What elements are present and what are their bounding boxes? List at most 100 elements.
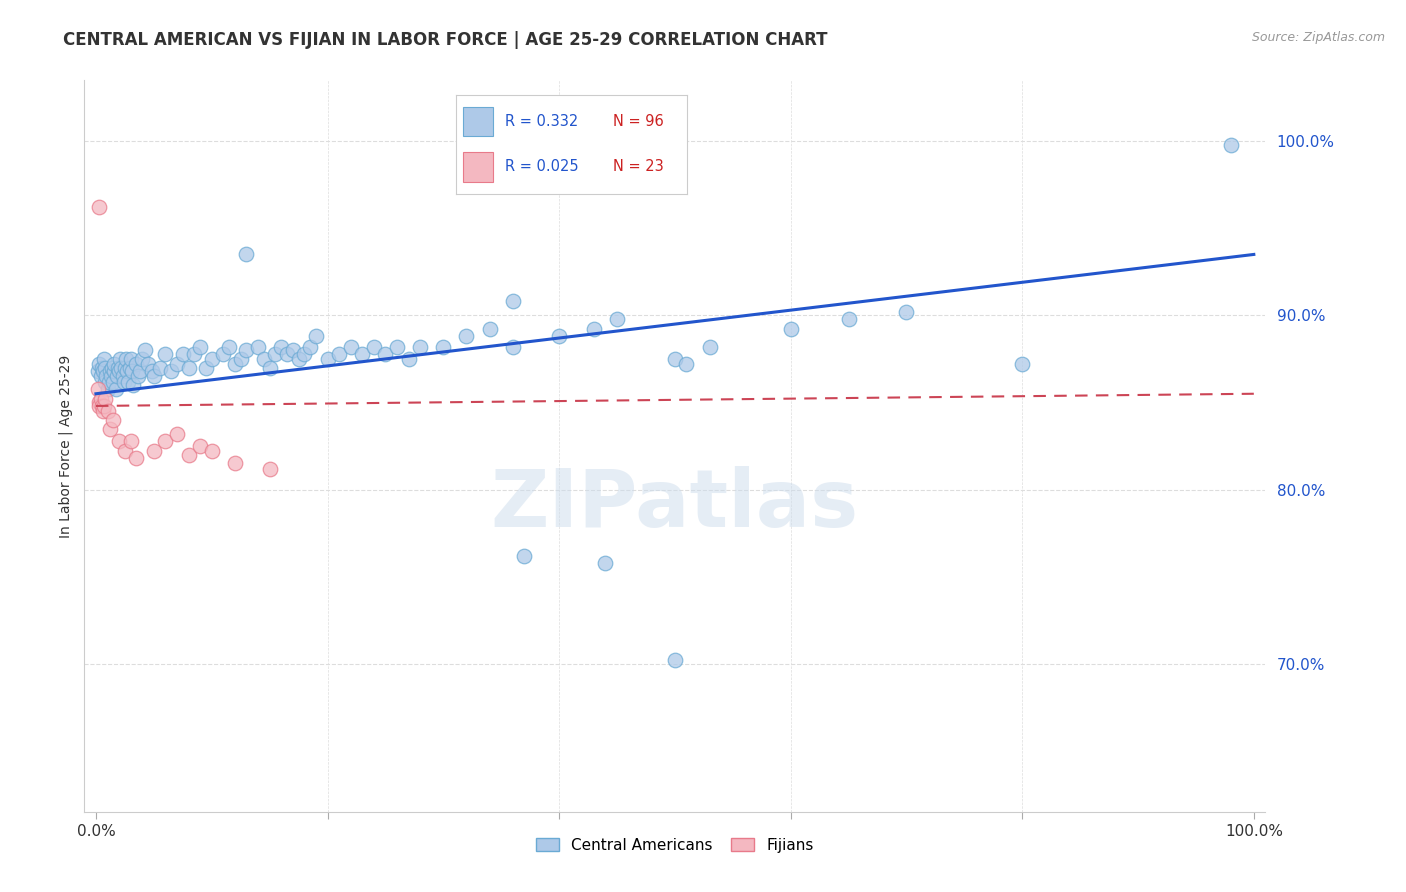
Point — [1219, 137, 1241, 152]
Point — [218, 340, 240, 354]
Point — [316, 351, 339, 366]
Point — [172, 347, 194, 361]
Point — [104, 382, 127, 396]
Point — [90, 399, 112, 413]
Point — [107, 360, 129, 375]
Point — [112, 375, 135, 389]
Point — [89, 395, 111, 409]
Point — [89, 201, 111, 215]
Point — [352, 347, 374, 361]
Point — [224, 357, 246, 371]
Point — [105, 369, 128, 384]
Point — [96, 404, 118, 418]
Point — [699, 340, 721, 354]
Point — [94, 392, 117, 406]
Point — [103, 357, 125, 371]
Point — [129, 364, 152, 378]
Point — [253, 351, 276, 366]
Point — [91, 404, 114, 418]
Point — [125, 451, 148, 466]
Point — [96, 382, 118, 396]
Point — [595, 556, 617, 570]
Point — [235, 247, 257, 261]
Point — [502, 340, 524, 354]
Point — [502, 294, 524, 309]
Point — [91, 364, 114, 378]
Point — [108, 434, 131, 448]
Point — [374, 347, 396, 361]
Point — [664, 351, 686, 366]
Point — [90, 369, 112, 384]
Point — [456, 329, 478, 343]
Point — [259, 360, 281, 375]
Point — [103, 364, 125, 378]
Point — [90, 360, 112, 375]
Point — [339, 340, 361, 354]
Point — [183, 347, 205, 361]
Point — [224, 457, 246, 471]
Point — [115, 351, 138, 366]
Point — [478, 322, 501, 336]
Point — [1011, 357, 1033, 371]
Point — [276, 347, 298, 361]
Point — [664, 653, 686, 667]
Point — [97, 375, 120, 389]
Point — [606, 311, 628, 326]
Text: Source: ZipAtlas.com: Source: ZipAtlas.com — [1251, 31, 1385, 45]
Point — [166, 426, 188, 441]
Point — [118, 360, 141, 375]
Point — [299, 340, 322, 354]
Point — [87, 364, 110, 378]
Point — [141, 364, 163, 378]
Point — [292, 347, 315, 361]
Point — [229, 351, 252, 366]
Point — [114, 444, 136, 458]
Point — [675, 357, 697, 371]
Point — [259, 461, 281, 475]
Point — [93, 399, 115, 413]
Point — [114, 360, 136, 375]
Text: ZIPatlas: ZIPatlas — [491, 466, 859, 543]
Point — [201, 351, 224, 366]
Point — [142, 369, 165, 384]
Point — [142, 444, 165, 458]
Point — [131, 351, 153, 366]
Point — [134, 343, 156, 358]
Point — [235, 343, 257, 358]
Point — [779, 322, 801, 336]
Point — [409, 340, 432, 354]
Point — [155, 347, 177, 361]
Point — [94, 375, 117, 389]
Point — [838, 311, 860, 326]
Point — [432, 340, 454, 354]
Point — [264, 347, 287, 361]
Point — [188, 439, 211, 453]
Point — [98, 421, 121, 435]
Point — [101, 360, 124, 375]
Legend: Central Americans, Fijians: Central Americans, Fijians — [530, 831, 820, 859]
Text: CENTRAL AMERICAN VS FIJIAN IN LABOR FORCE | AGE 25-29 CORRELATION CHART: CENTRAL AMERICAN VS FIJIAN IN LABOR FORC… — [63, 31, 828, 49]
Point — [120, 351, 142, 366]
Point — [212, 347, 235, 361]
Point — [287, 351, 309, 366]
Point — [149, 360, 172, 375]
Point — [328, 347, 350, 361]
Point — [115, 364, 138, 378]
Point — [110, 360, 132, 375]
Point — [117, 375, 139, 389]
Point — [305, 329, 328, 343]
Point — [96, 369, 118, 384]
Point — [120, 434, 142, 448]
Point — [155, 434, 177, 448]
Point — [363, 340, 385, 354]
Point — [270, 340, 292, 354]
Point — [94, 360, 117, 375]
Point — [201, 444, 224, 458]
Point — [98, 364, 121, 378]
Point — [90, 392, 112, 406]
Point — [896, 305, 918, 319]
Point — [247, 340, 270, 354]
Point — [110, 351, 132, 366]
Point — [281, 343, 304, 358]
Point — [100, 369, 122, 384]
